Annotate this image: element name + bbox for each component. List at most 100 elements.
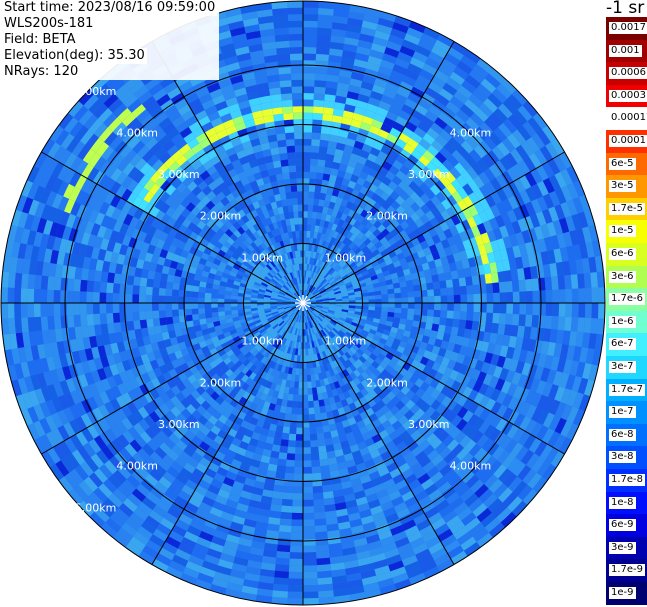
data-cell xyxy=(159,517,175,531)
data-cell xyxy=(478,140,492,155)
data-cell xyxy=(326,450,336,459)
data-cell xyxy=(206,322,215,329)
data-cell xyxy=(390,219,400,229)
data-cell xyxy=(316,274,321,281)
data-cell xyxy=(321,320,328,327)
data-cell xyxy=(424,188,436,200)
data-cell xyxy=(192,285,200,293)
data-cell xyxy=(332,285,339,290)
data-cell xyxy=(466,285,474,295)
data-cell xyxy=(290,224,296,232)
data-cell xyxy=(496,404,508,418)
data-cell xyxy=(514,336,524,350)
data-cell xyxy=(359,282,367,288)
data-cell xyxy=(350,422,360,432)
data-cell xyxy=(183,462,196,474)
data-cell xyxy=(267,74,280,83)
data-cell xyxy=(422,149,435,162)
data-cell xyxy=(321,350,328,359)
data-cell xyxy=(196,335,205,343)
data-cell xyxy=(516,325,525,338)
data-cell xyxy=(304,290,307,297)
data-cell xyxy=(316,232,322,240)
data-cell xyxy=(75,159,89,175)
data-cell xyxy=(253,171,263,181)
data-cell xyxy=(270,268,277,276)
data-cell xyxy=(178,289,186,297)
data-cell xyxy=(221,232,230,242)
data-cell xyxy=(184,303,192,310)
data-cell xyxy=(377,276,386,283)
data-cell xyxy=(363,360,372,368)
data-cell xyxy=(214,100,228,112)
data-cell xyxy=(320,262,326,269)
data-cell xyxy=(220,113,233,124)
data-cell xyxy=(63,422,76,438)
data-cell xyxy=(321,226,328,235)
data-cell xyxy=(347,292,355,296)
data-cell xyxy=(362,273,371,280)
data-cell xyxy=(374,439,386,450)
data-cell xyxy=(267,316,274,321)
data-cell xyxy=(328,201,336,210)
data-cell xyxy=(258,311,265,315)
data-cell xyxy=(518,279,526,292)
data-cell xyxy=(304,290,306,297)
data-cell xyxy=(531,315,539,328)
data-cell xyxy=(399,220,410,230)
data-cell xyxy=(92,421,105,436)
data-cell xyxy=(380,59,395,71)
data-cell xyxy=(326,207,334,216)
data-cell xyxy=(368,224,378,234)
data-cell xyxy=(173,428,185,440)
data-cell xyxy=(431,251,441,261)
data-cell xyxy=(227,492,241,503)
data-cell xyxy=(241,276,250,282)
data-cell xyxy=(232,212,242,222)
data-cell xyxy=(323,398,331,406)
data-cell xyxy=(373,314,381,320)
data-cell xyxy=(329,215,336,224)
data-cell xyxy=(159,248,169,259)
data-cell xyxy=(213,160,225,171)
data-cell xyxy=(405,380,415,390)
data-cell xyxy=(360,379,370,388)
data-cell xyxy=(321,279,328,286)
data-cell xyxy=(225,248,234,257)
data-cell xyxy=(303,204,309,212)
data-cell xyxy=(530,198,543,214)
data-cell xyxy=(388,430,400,441)
data-cell xyxy=(457,406,469,419)
data-cell xyxy=(292,106,303,113)
data-cell xyxy=(426,144,440,157)
data-cell xyxy=(166,127,180,140)
data-cell xyxy=(125,225,136,238)
data-cell xyxy=(121,479,137,494)
data-cell xyxy=(228,389,238,399)
data-cell xyxy=(159,347,169,358)
data-cell xyxy=(263,303,271,306)
data-cell xyxy=(538,290,546,303)
data-cell xyxy=(263,401,271,410)
data-cell xyxy=(146,154,160,167)
data-cell xyxy=(177,240,187,250)
data-cell xyxy=(420,402,431,413)
data-cell xyxy=(364,137,376,148)
data-cell xyxy=(138,199,149,212)
data-cell xyxy=(510,442,524,458)
data-cell xyxy=(237,296,245,300)
data-cell xyxy=(320,385,327,393)
data-cell xyxy=(300,263,303,271)
data-cell xyxy=(309,264,314,272)
data-cell xyxy=(276,349,282,357)
data-cell xyxy=(284,232,290,240)
data-cell xyxy=(328,258,334,266)
data-cell xyxy=(404,409,415,421)
data-cell xyxy=(263,358,271,366)
data-cell xyxy=(294,292,300,298)
data-cell xyxy=(331,28,347,38)
data-cell xyxy=(474,484,489,499)
data-cell xyxy=(391,277,400,284)
data-cell xyxy=(353,220,361,229)
data-cell xyxy=(317,392,324,401)
